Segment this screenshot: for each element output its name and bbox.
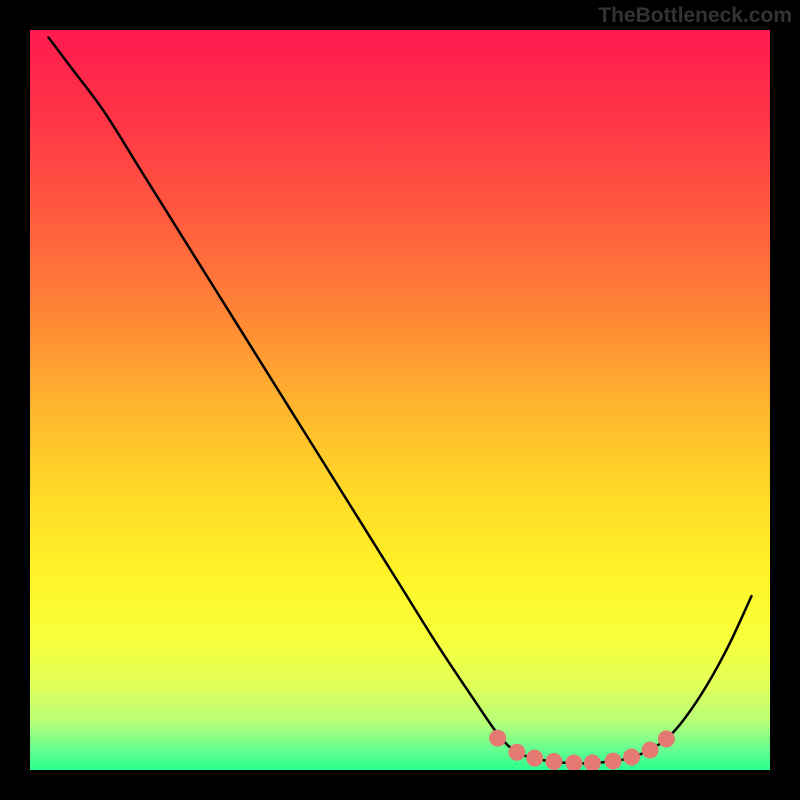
scatter-point	[605, 753, 622, 770]
scatter-points-group	[489, 730, 675, 770]
scatter-point	[489, 730, 506, 747]
scatter-point	[526, 750, 543, 767]
bottleneck-curve	[49, 37, 752, 763]
scatter-point	[642, 742, 659, 759]
plot-area	[30, 30, 770, 770]
scatter-point	[565, 754, 582, 770]
scatter-point	[508, 744, 525, 761]
curve-and-points-layer	[30, 30, 770, 770]
scatter-point	[623, 749, 640, 766]
scatter-point	[545, 753, 562, 770]
watermark-text: TheBottleneck.com	[598, 4, 792, 28]
scatter-point	[658, 730, 675, 747]
chart-container: { "watermark": { "text": "TheBottleneck.…	[0, 0, 800, 800]
scatter-point	[584, 754, 601, 770]
